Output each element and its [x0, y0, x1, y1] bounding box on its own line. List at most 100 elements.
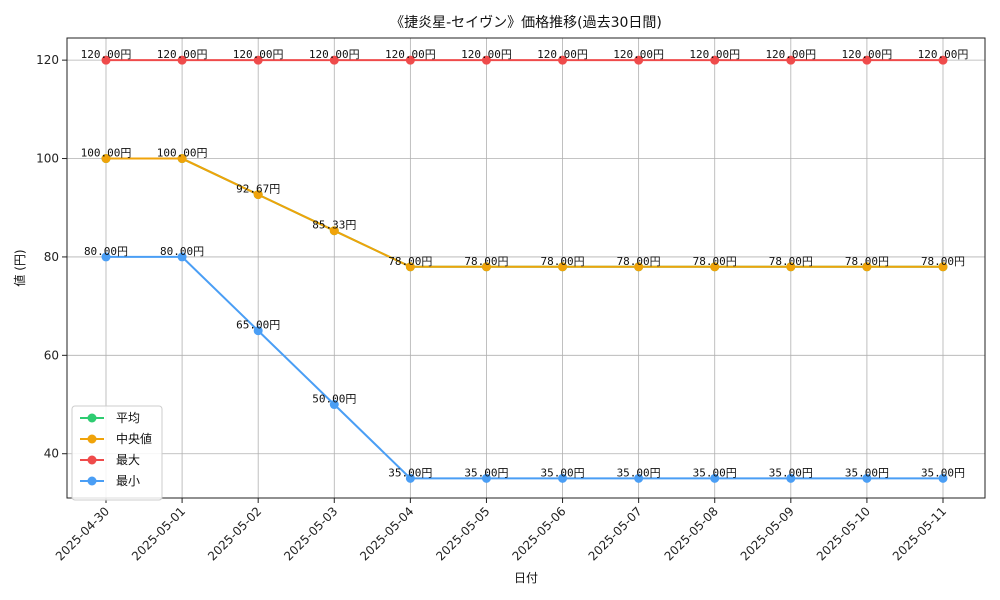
data-label: 120.00円 [233, 48, 284, 61]
data-label: 35.00円 [464, 466, 508, 479]
data-point [101, 252, 111, 262]
data-point [177, 154, 187, 164]
data-label: 100.00円 [157, 147, 208, 160]
y-tick-label: 80 [44, 250, 59, 264]
data-point [101, 55, 111, 65]
data-label: 120.00円 [842, 48, 893, 61]
data-label: 35.00円 [693, 466, 737, 479]
legend-label: 最大 [116, 453, 140, 467]
legend-label: 中央値 [116, 431, 152, 446]
data-point [405, 262, 415, 272]
x-tick-label: 2025-05-08 [662, 504, 721, 563]
data-label: 80.00円 [160, 245, 204, 258]
data-label: 35.00円 [540, 466, 584, 479]
data-label: 35.00円 [769, 466, 813, 479]
data-label: 50.00円 [312, 393, 356, 406]
y-tick-label: 120 [36, 53, 59, 67]
data-label-layer: 100.00円 100.00円 92.67円 85.33円 78.00円 78.00円 78… [81, 48, 969, 479]
x-tick-label: 2025-05-03 [281, 504, 340, 563]
x-tick-label: 2025-05-01 [129, 504, 188, 563]
x-tick-label: 2025-04-30 [53, 504, 112, 563]
x-tick-label: 2025-05-04 [357, 504, 416, 563]
data-point [177, 252, 187, 262]
x-tick-label: 2025-05-07 [586, 504, 645, 563]
data-point [786, 262, 796, 272]
grid-layer [67, 38, 985, 498]
data-label: 78.00円 [464, 255, 508, 268]
data-point [329, 400, 339, 410]
data-point [634, 55, 644, 65]
y-axis-label: 値 (円) [12, 249, 27, 286]
data-point [329, 55, 339, 65]
tick-label-layer: 2025-04-30 2025-05-01 2025-05-02 2025-05-03… [36, 53, 949, 563]
data-point [634, 473, 644, 483]
x-axis-label: 日付 [514, 571, 538, 585]
data-label: 120.00円 [689, 48, 740, 61]
data-point [938, 262, 948, 272]
data-point [481, 473, 491, 483]
data-label: 100.00円 [81, 147, 132, 160]
data-point [786, 55, 796, 65]
chart-title: 《捷炎星-セイヴン》価格推移(過去30日間) [390, 14, 662, 31]
data-point [710, 55, 720, 65]
data-point [481, 262, 491, 272]
data-label: 35.00円 [921, 466, 965, 479]
data-point [710, 473, 720, 483]
data-label: 78.00円 [540, 255, 584, 268]
data-point [862, 55, 872, 65]
data-point [253, 55, 263, 65]
data-point [253, 190, 263, 200]
series-line [106, 157, 943, 268]
data-point [558, 473, 568, 483]
data-label: 120.00円 [309, 48, 360, 61]
legend-marker [87, 455, 97, 465]
legend-label: 最小 [116, 474, 140, 488]
data-label: 78.00円 [845, 255, 889, 268]
data-label: 120.00円 [461, 48, 512, 61]
data-point [405, 473, 415, 483]
data-label: 78.00円 [769, 255, 813, 268]
data-point [786, 473, 796, 483]
data-label: 78.00円 [921, 255, 965, 268]
legend-marker [87, 434, 97, 444]
data-label: 92.67円 [236, 183, 280, 196]
series-layer [101, 55, 948, 483]
plot-frame [66, 37, 986, 499]
data-label: 120.00円 [157, 48, 208, 61]
data-label: 120.00円 [918, 48, 969, 61]
data-label: 65.00円 [236, 319, 280, 332]
data-label: 35.00円 [617, 466, 661, 479]
legend-marker [87, 476, 97, 486]
data-point [710, 262, 720, 272]
data-label: 78.00円 [693, 255, 737, 268]
data-point [558, 262, 568, 272]
data-label: 120.00円 [765, 48, 816, 61]
data-point [862, 262, 872, 272]
legend-marker [87, 413, 97, 423]
x-tick-label: 2025-05-09 [738, 504, 797, 563]
data-point [634, 262, 644, 272]
data-label: 35.00円 [845, 466, 889, 479]
legend-box [71, 405, 163, 501]
data-label: 85.33円 [312, 219, 356, 232]
x-tick-label: 2025-05-02 [205, 504, 264, 563]
x-tick-label: 2025-05-05 [433, 504, 492, 563]
legend-label: 平均 [116, 411, 140, 425]
data-point [101, 154, 111, 164]
data-point [253, 326, 263, 336]
data-label: 120.00円 [385, 48, 436, 61]
data-label: 78.00円 [617, 255, 661, 268]
y-tick-label: 100 [36, 152, 59, 166]
data-point [329, 226, 339, 236]
series-line [106, 255, 943, 480]
data-label: 78.00円 [388, 255, 432, 268]
data-label: 120.00円 [613, 48, 664, 61]
data-label: 120.00円 [537, 48, 588, 61]
data-label: 35.00円 [388, 466, 432, 479]
data-point [938, 55, 948, 65]
data-point [177, 55, 187, 65]
series-line [106, 157, 943, 268]
